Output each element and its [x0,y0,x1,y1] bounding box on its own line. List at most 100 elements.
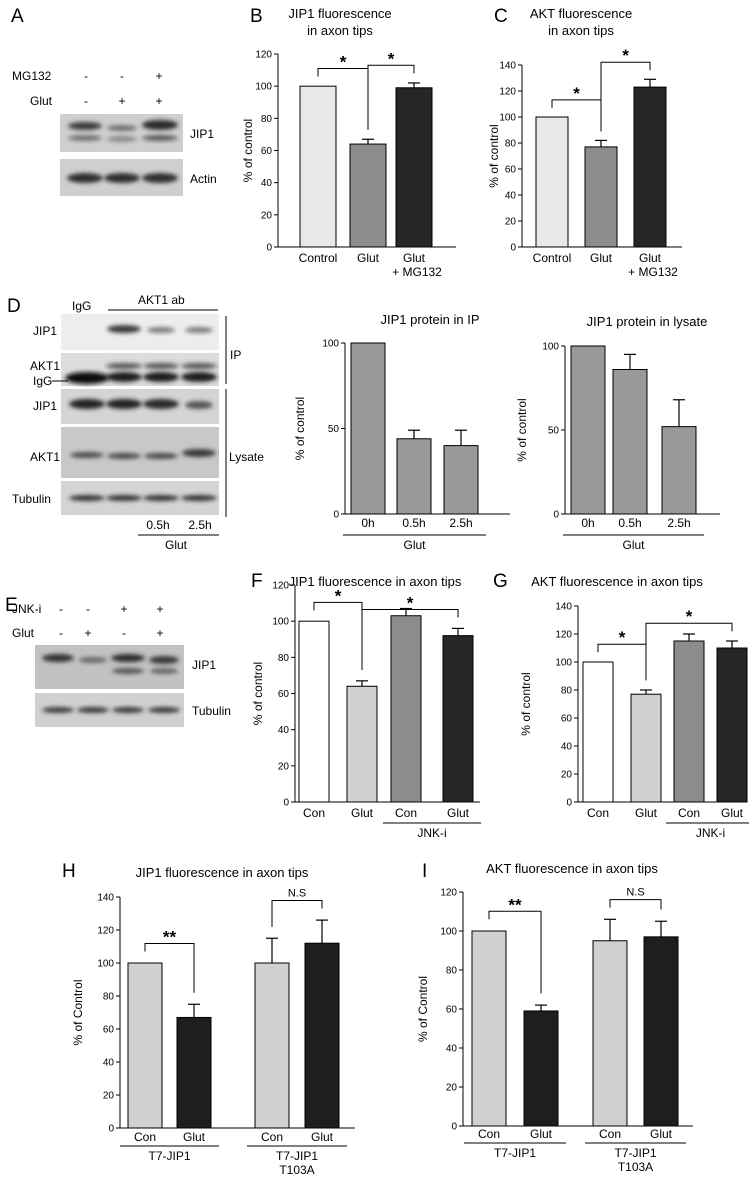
blot-band [143,372,179,382]
y-tick-label: 80 [103,992,115,1003]
significance-label: * [622,46,629,65]
y-tick-label: 120 [499,87,516,98]
category-sublabel: + MG132 [628,265,678,279]
blot-band [106,363,142,369]
blot-e-sign: + [84,626,91,640]
blot-band [147,327,175,333]
chart-title: AKT fluorescence in axon tips [486,861,658,876]
bar [442,635,474,803]
significance-bracket [600,61,651,132]
y-axis-label: % of control [519,672,533,735]
significance-bracket [645,622,733,681]
chart-title: JIP1 protein in lysate [587,314,708,329]
bar [630,693,662,803]
y-tick-label: 0 [266,243,272,254]
bar [299,85,337,248]
significance-bracket [367,64,415,130]
blot-band [69,399,105,409]
category-label: Glut [635,806,658,820]
bar [390,615,422,803]
y-tick-label: 100 [322,339,339,350]
y-tick-label: 40 [261,178,273,189]
significance-bracket [609,899,662,910]
significance-label: N.S [288,888,306,900]
blot-band [112,707,144,713]
bar [395,87,433,248]
significance-label: * [340,53,347,72]
blot-d-label-igg-top: IgG [72,299,91,313]
blot-band [107,453,141,459]
y-axis-label: % of Control [71,979,85,1045]
blot-e-band-label-tubulin: Tubulin [192,704,231,718]
panel-letter-c: C [494,6,508,27]
category-label: 2.5h [667,516,690,530]
blot-band [106,399,142,409]
panel-letter-a: A [11,6,24,27]
chart-title: AKT fluorescence in axon tips [531,574,703,589]
y-tick-label: 60 [103,1025,115,1036]
y-tick-label: 50 [548,426,560,437]
blot-e-band-label-jip1: JIP1 [192,658,216,672]
y-axis-label: % of control [515,398,529,461]
y-tick-label: 100 [542,342,559,353]
blot-band [42,707,74,713]
blot-e-sign: - [59,626,63,640]
blot-a-sign: - [120,69,124,83]
group-label: T103A [618,1160,653,1174]
blot-band [182,449,216,457]
category-label: Glut [650,1127,673,1141]
y-tick-label: 80 [505,139,517,150]
panel-letter-b: B [250,6,263,27]
chart-title: JIP1 fluorescence in axon tips [289,574,462,589]
blot-a: MG132 Glut - - + - + + JIP1 Actin [12,69,217,196]
y-tick-label: 40 [561,742,573,753]
chart-i: AKT fluorescence in axon tips 0 20 40 60 80 10… [416,861,693,1174]
blot-a-band-label-jip1: JIP1 [190,127,214,141]
blot-band [79,657,107,663]
bar [673,640,705,803]
blot-a-sign: - [84,69,88,83]
bar [471,930,507,1127]
category-label: Con [678,806,700,820]
y-tick-label: 120 [555,630,572,641]
blot-d-group-label-ip: IP [230,348,241,362]
bar [298,620,330,803]
blot-band [149,656,179,664]
blot-band [77,707,109,713]
y-tick-label: 40 [446,1044,458,1055]
y-tick-label: 100 [255,82,272,93]
significance-label: * [388,49,395,68]
y-tick-label: 140 [97,893,114,904]
panel-letter-i: I [422,861,427,882]
y-tick-label: 80 [561,686,573,697]
y-tick-label: 20 [278,761,290,772]
bar [176,1016,212,1129]
category-label: 0h [581,516,594,530]
y-tick-label: 60 [505,165,517,176]
bar [612,369,648,515]
y-tick-label: 60 [561,714,573,725]
chart-g: AKT fluorescence in axon tips 0 20 40 60 80 10… [519,574,749,840]
y-tick-label: 0 [108,1124,114,1135]
y-tick-label: 80 [261,114,273,125]
blot-a-row-label-mg132: MG132 [12,69,52,83]
chart-title: JIP1 fluorescence [288,6,391,21]
bar [535,116,569,248]
panel-letter-g: G [493,571,508,592]
category-label: 2.5h [449,516,472,530]
group-label: Glut [622,538,645,552]
category-label: Con [599,1127,621,1141]
y-tick-label: 120 [97,926,114,937]
blot-e-row-label-jnki: JNK-i [12,602,41,616]
category-label: Glut [447,806,470,820]
bar [592,940,628,1127]
blot-band [181,363,217,369]
blot-e-sign: - [86,602,90,616]
blot-d-left-label-akt1-lysate: AKT1 [30,450,60,464]
blot-e-sign: - [59,602,63,616]
y-tick-label: 100 [272,617,289,628]
blot-d-time-label: 2.5h [188,518,211,532]
y-tick-label: 60 [278,689,290,700]
blot-band [68,135,102,141]
y-axis-label: % of control [293,397,307,460]
